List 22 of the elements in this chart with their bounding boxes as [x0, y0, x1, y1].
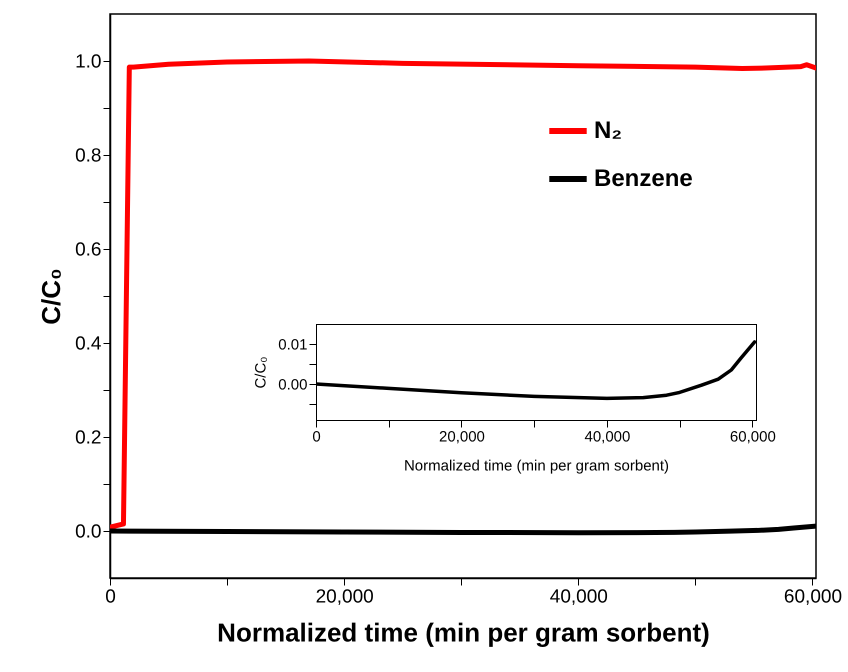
- y-tick-label: 0.0: [75, 522, 102, 542]
- legend-label: N₂: [594, 117, 622, 144]
- y-tick-label: 0.6: [75, 240, 102, 260]
- y-tick-label: 0.01: [278, 336, 308, 354]
- y-axis-title: C/C₀: [252, 356, 270, 389]
- x-axis-title: Normalized time (min per gram sorbent): [404, 458, 670, 474]
- x-tick-label: 0: [105, 586, 116, 608]
- y-tick-label: 1.0: [75, 52, 102, 72]
- x-tick-label: 60,000: [784, 586, 842, 608]
- x-tick-label: 40,000: [584, 428, 630, 446]
- x-tick-label: 0: [312, 428, 321, 446]
- x-tick-label: 60,000: [730, 428, 776, 446]
- x-tick-label: 20,000: [316, 586, 374, 608]
- x-tick-label: 20,000: [439, 428, 485, 446]
- y-tick-label: 0.8: [75, 146, 102, 166]
- y-tick-label: 0.4: [75, 334, 102, 354]
- legend-label: Benzene: [594, 165, 693, 192]
- x-axis-title: Normalized time (min per gram sorbent): [217, 618, 710, 648]
- y-tick-label: 0.00: [278, 376, 308, 394]
- y-axis-title: C/C₀: [36, 268, 66, 325]
- x-tick-label: 40,000: [550, 586, 608, 608]
- y-tick-label: 0.2: [75, 428, 102, 448]
